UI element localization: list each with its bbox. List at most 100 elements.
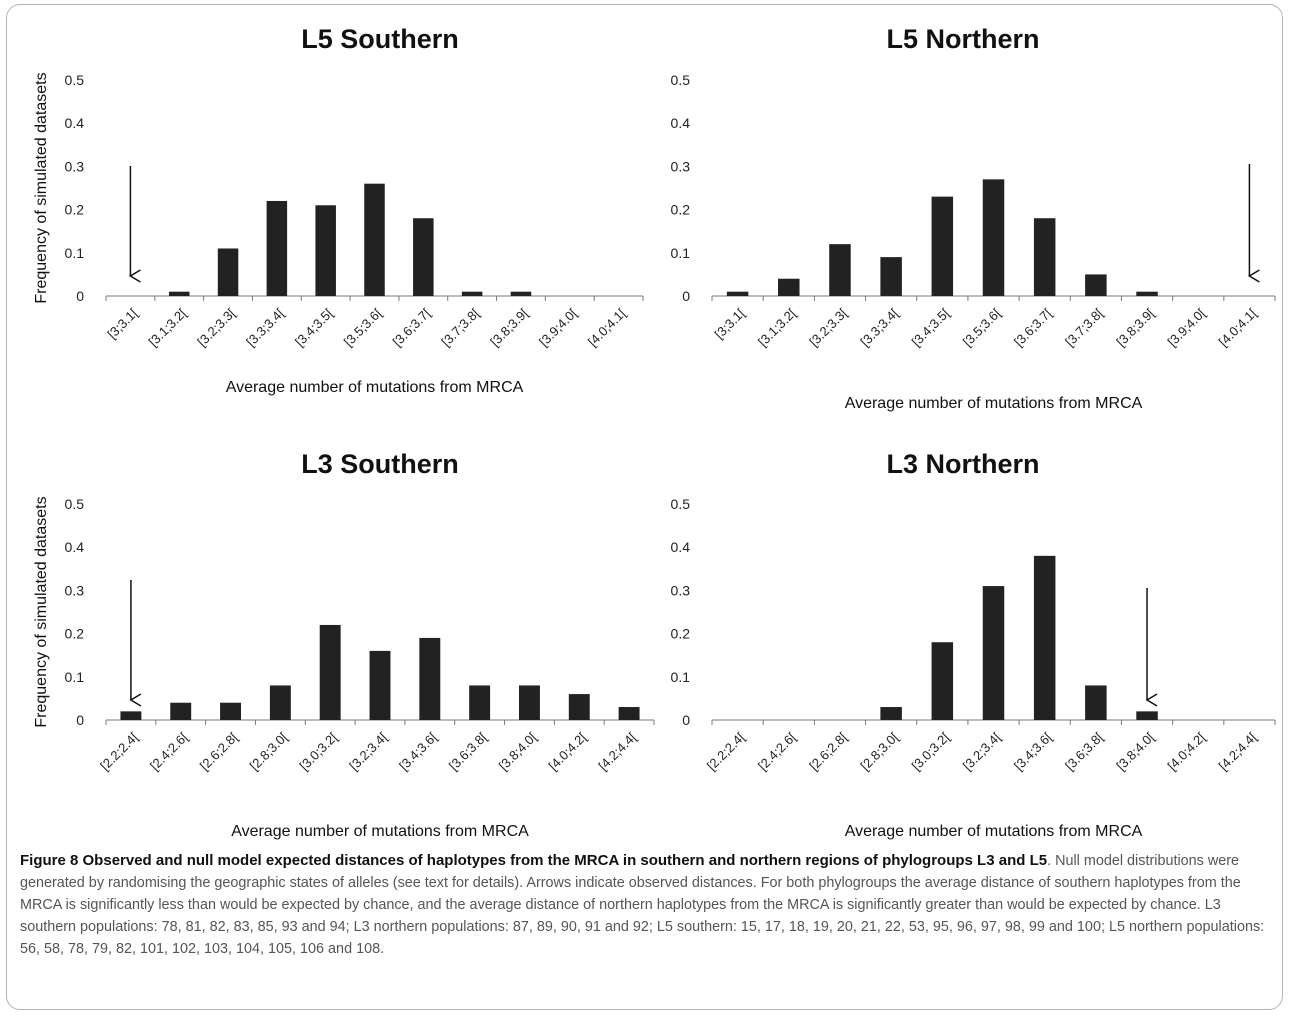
x-tick-label: [3.4;3.5[ [909,305,953,349]
bar [1034,556,1055,720]
x-tick-label: [3.7;3.8[ [438,305,482,349]
x-tick-label: [2.2;2.4[ [704,729,748,773]
y-tick-label: 0.4 [671,539,691,555]
bar [1136,711,1157,720]
x-tick-label: [3.4;3.5[ [292,305,336,349]
x-tick-label: [3.5;3.6[ [341,305,385,349]
y-tick-label: 0.3 [65,158,85,174]
y-tick-label: 0.1 [65,669,85,685]
x-tick-label: [3.6;3.8[ [1062,729,1106,773]
y-tick-label: 0.5 [65,496,85,512]
y-tick-label: 0.1 [65,245,85,261]
x-tick-label: [4.2;4.4[ [1216,729,1260,773]
x-tick-label: [3.3;3.4[ [243,305,287,349]
bar [932,642,953,720]
x-tick-label: [3.5;3.6[ [960,305,1004,349]
y-tick-label: 0.3 [65,582,85,598]
x-axis-label: Average number of mutations from MRCA [226,379,524,396]
x-tick-label: [3.8;4.0[ [1113,729,1157,773]
x-tick-label: [3.4;3.6[ [1011,729,1055,773]
x-axis-label: Average number of mutations from MRCA [845,395,1143,412]
y-tick-label: 0.4 [65,539,85,555]
x-axis-label: Average number of mutations from MRCA [231,823,529,840]
x-tick-label: [3.6;3.7[ [390,305,434,349]
y-tick-label: 0.1 [671,669,691,685]
x-tick-label: [3.6;3.8[ [446,729,490,773]
bar [364,184,385,296]
x-tick-label: [3.4;3.6[ [396,729,440,773]
y-tick-label: 0.4 [671,115,691,131]
bar [270,685,291,720]
y-tick-label: 0.5 [671,496,691,512]
bar [218,248,239,296]
bar [1034,218,1055,296]
figure-charts: L5 Southern 0 0.1 0.2 0.3 0.4 0.5 [3;3.1[[3.1;3… [0,0,1290,845]
bar [983,586,1004,720]
x-tick-label: [4.0;4.1[ [585,305,629,349]
x-tick-label: [3.9;4.0[ [536,305,580,349]
bar [569,694,590,720]
y-tick-label: 0.2 [65,626,85,642]
bar [880,257,901,296]
bar [1085,685,1106,720]
caption-label: Figure 8 [20,852,83,869]
bar [932,197,953,296]
chart-title: L3 Southern [301,449,459,479]
y-tick-label: 0.4 [65,115,85,131]
y-axis-label: Frequency of simulated datasets [33,496,50,727]
bar [511,292,532,296]
x-tick-label: [3.0;3.2[ [296,729,340,773]
x-tick-label: [4.2;4.4[ [595,729,639,773]
x-tick-label: [2.2;2.4[ [97,729,141,773]
bar [315,205,336,296]
bar [120,711,141,720]
y-tick-label: 0.5 [671,72,691,88]
y-tick-label: 0 [76,288,84,304]
bar [170,703,191,720]
bar [413,218,434,296]
bar [829,244,850,296]
bar [983,179,1004,296]
x-tick-label: [3.3;3.4[ [857,305,901,349]
y-tick-label: 0 [76,712,84,728]
bar [220,703,241,720]
x-tick-label: [4.0;4.2[ [546,729,590,773]
x-tick-label: [3.2;3.3[ [194,305,238,349]
bar [169,292,190,296]
bar [1085,274,1106,296]
x-tick-label: [2.8;3.0[ [247,729,291,773]
bar [419,638,440,720]
bar [1136,292,1157,296]
bar [370,651,391,720]
y-tick-label: 0.2 [671,626,691,642]
x-tick-label: [2.8;3.0[ [857,729,901,773]
x-tick-label: [2.6;2.8[ [806,729,850,773]
bar [880,707,901,720]
caption-heading: Observed and null model expected distanc… [83,852,1048,869]
y-tick-label: 0.1 [671,245,691,261]
x-tick-label: [2.4;2.6[ [147,729,191,773]
x-tick-label: [4.0;4.1[ [1216,305,1260,349]
chart-title: L5 Southern [301,24,459,54]
bar [469,685,490,720]
bar [727,292,748,296]
x-tick-label: [3.8;3.9[ [1113,305,1157,349]
y-tick-label: 0.2 [65,202,85,218]
x-tick-label: [4.0;4.2[ [1165,729,1209,773]
y-tick-label: 0 [682,712,690,728]
x-tick-label: [2.6;2.8[ [197,729,241,773]
y-tick-label: 0.3 [671,158,691,174]
chart-title: L3 Northern [886,449,1039,479]
x-tick-label: [3;3.1[ [712,305,748,341]
x-tick-label: [3.8;3.9[ [487,305,531,349]
y-tick-label: 0.2 [671,202,691,218]
bar [462,292,483,296]
x-tick-label: [3.1;3.2[ [755,305,799,349]
x-tick-label: [3.2;3.4[ [346,729,390,773]
bar [619,707,640,720]
x-tick-label: [3.2;3.4[ [960,729,1004,773]
bar [267,201,288,296]
x-tick-label: [3.7;3.8[ [1062,305,1106,349]
y-tick-label: 0.3 [671,582,691,598]
bar [519,685,540,720]
